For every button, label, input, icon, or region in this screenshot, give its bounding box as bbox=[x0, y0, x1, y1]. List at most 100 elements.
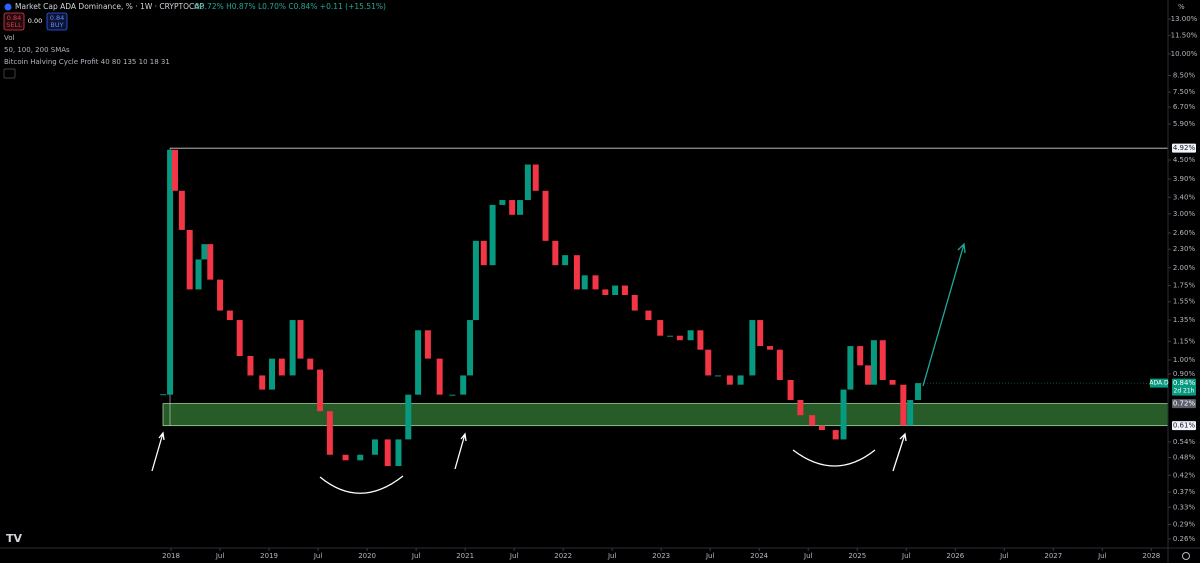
buy-button[interactable] bbox=[46, 12, 68, 31]
x-tick-label: Jul bbox=[999, 552, 1009, 560]
candle bbox=[517, 200, 524, 215]
layer bbox=[162, 147, 1169, 427]
x-tick-label: Jul bbox=[509, 552, 519, 560]
candle bbox=[809, 415, 816, 426]
sell-price: 0.84 bbox=[7, 14, 21, 22]
candle bbox=[532, 164, 539, 191]
candle bbox=[645, 310, 652, 321]
candle bbox=[317, 369, 324, 412]
support-zone bbox=[162, 403, 1169, 427]
y-tick-label: 1.00% bbox=[1173, 356, 1196, 364]
x-tick-label: Jul bbox=[215, 552, 225, 560]
x-tick-label: Jul bbox=[411, 552, 421, 560]
candle bbox=[847, 346, 854, 390]
candle bbox=[602, 289, 609, 296]
logo[interactable]: TV bbox=[6, 532, 23, 545]
y-tick-label: 1.35% bbox=[1173, 316, 1196, 324]
candle bbox=[915, 383, 922, 400]
candle bbox=[767, 346, 774, 350]
candle bbox=[278, 358, 285, 376]
y-tick-label: 0.42% bbox=[1173, 471, 1196, 479]
settings-icon[interactable] bbox=[1182, 552, 1190, 560]
symbol-title: Market Cap ADA Dominance, % · 1W · CRYPT… bbox=[15, 2, 204, 11]
candle bbox=[217, 279, 224, 311]
x-tick-label: 2026 bbox=[946, 552, 964, 560]
candle bbox=[357, 454, 364, 461]
candle bbox=[499, 200, 506, 205]
candle bbox=[562, 255, 569, 266]
y-tick-label: 1.75% bbox=[1173, 282, 1196, 290]
candle bbox=[687, 330, 694, 341]
candle bbox=[726, 375, 733, 385]
candle bbox=[160, 394, 167, 396]
candle bbox=[415, 330, 422, 395]
collapse-button[interactable] bbox=[3, 68, 16, 79]
candle bbox=[195, 259, 202, 290]
candle bbox=[907, 399, 914, 426]
candle bbox=[480, 240, 487, 266]
arc bbox=[319, 475, 404, 494]
indicator[interactable]: Vol bbox=[4, 34, 15, 42]
candle bbox=[259, 375, 266, 390]
candle bbox=[326, 411, 333, 455]
x-tick-label: Jul bbox=[901, 552, 911, 560]
x-tick-label: Jul bbox=[607, 552, 617, 560]
candle bbox=[865, 365, 872, 385]
indicator[interactable]: Bitcoin Halving Cycle Profit 40 80 135 1… bbox=[4, 58, 170, 66]
candle bbox=[889, 379, 896, 385]
y-tick-label: 3.40% bbox=[1173, 193, 1196, 201]
y-tick-box bbox=[1172, 399, 1196, 409]
candle bbox=[307, 358, 314, 370]
arrow bbox=[454, 432, 467, 470]
y-tick-label: 10.00% bbox=[1171, 50, 1198, 58]
candle bbox=[705, 349, 712, 376]
candle bbox=[489, 204, 496, 266]
candle bbox=[621, 285, 628, 296]
sell-button[interactable] bbox=[3, 12, 25, 31]
x-tick-label: 2022 bbox=[554, 552, 572, 560]
y-tick-label: 3.00% bbox=[1173, 210, 1196, 218]
y-tick-label: 0.29% bbox=[1173, 520, 1196, 528]
candle bbox=[405, 394, 412, 440]
candle bbox=[818, 425, 825, 431]
candle bbox=[436, 358, 443, 395]
candle bbox=[509, 200, 516, 215]
y-tick-label: 2.30% bbox=[1173, 245, 1196, 253]
candle bbox=[900, 384, 907, 426]
candle bbox=[449, 394, 456, 396]
buy-label: BUY bbox=[50, 21, 63, 29]
last-price-box bbox=[1172, 378, 1196, 396]
x-tick-label: 2023 bbox=[652, 552, 670, 560]
y-tick-label: 0.48% bbox=[1173, 454, 1196, 462]
ohlc: O0.72% H0.87% L0.70% C0.84% +0.11 (+15.5… bbox=[194, 2, 386, 11]
candle bbox=[667, 335, 674, 337]
candle bbox=[289, 320, 296, 376]
candle bbox=[472, 240, 479, 321]
y-tick-label: 2.00% bbox=[1173, 264, 1196, 272]
candle bbox=[857, 346, 864, 366]
candle bbox=[787, 379, 794, 400]
candle bbox=[757, 320, 764, 347]
y-tick-box bbox=[1172, 421, 1196, 431]
candle bbox=[840, 389, 847, 440]
candle bbox=[342, 454, 349, 461]
x-tick-label: 2021 bbox=[456, 552, 474, 560]
spread: 0.00 bbox=[28, 17, 42, 25]
candle bbox=[832, 430, 839, 440]
y-tick-label: 0.90% bbox=[1173, 370, 1196, 378]
y-tick-label: 0.61% bbox=[1173, 422, 1196, 430]
y-tick-label: 4.92% bbox=[1173, 144, 1196, 152]
x-tick-label: 2025 bbox=[848, 552, 866, 560]
x-tick-label: Jul bbox=[705, 552, 715, 560]
y-tick-label: 5.90% bbox=[1173, 120, 1196, 128]
candle bbox=[542, 190, 549, 241]
candle bbox=[371, 439, 378, 455]
y-tick-label: 3.90% bbox=[1173, 175, 1196, 183]
symbol-tag-text: ADA.D bbox=[1149, 380, 1169, 387]
indicator[interactable]: 50, 100, 200 SMAs bbox=[4, 46, 70, 54]
y-tick-label: 8.50% bbox=[1173, 71, 1196, 79]
target-arrow bbox=[922, 242, 966, 387]
y-tick-label: 13.00% bbox=[1171, 15, 1198, 23]
